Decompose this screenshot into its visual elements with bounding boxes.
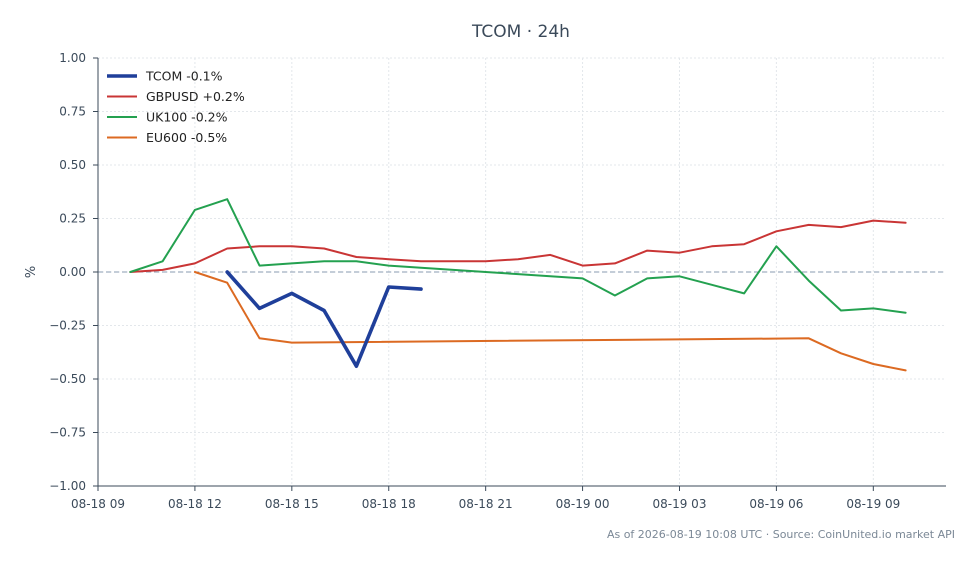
- legend: TCOM -0.1% GBPUSD +0.2% UK100 -0.2% EU600 -…: [107, 69, 245, 145]
- series-line-tcom: [225, 270, 423, 369]
- y-tick-label: −0.25: [49, 319, 86, 333]
- y-axis-label: %: [24, 266, 39, 278]
- legend-label-tcom: TCOM -0.1%: [145, 69, 223, 84]
- legend-label-eu600: EU600 -0.5%: [146, 130, 227, 145]
- x-axis-ticks: 08-18 09 08-18 12 08-18 15 08-18 18 08-18 21…: [71, 486, 900, 511]
- y-tick-label: −0.50: [49, 372, 86, 386]
- y-tick-label: 0.50: [59, 158, 86, 172]
- x-tick-label: 08-18 21: [459, 497, 513, 511]
- legend-label-uk100: UK100 -0.2%: [146, 110, 228, 125]
- x-tick-label: 08-18 12: [168, 497, 222, 511]
- y-tick-label: 0.00: [59, 265, 86, 279]
- y-tick-label: 0.75: [59, 105, 86, 119]
- x-tick-label: 08-19 06: [749, 497, 803, 511]
- footer-note: As of 2026-08-19 10:08 UTC · Source: Coi…: [607, 528, 955, 541]
- y-tick-label: 1.00: [59, 51, 86, 65]
- x-tick-label: 08-18 18: [362, 497, 416, 511]
- y-axis-ticks: 1.00 0.75 0.50 0.25 0.00 −0.25 −0.50 −0.75 −1.00: [49, 51, 98, 493]
- x-tick-label: 08-18 09: [71, 497, 125, 511]
- x-tick-label: 08-19 09: [846, 497, 900, 511]
- y-tick-label: −1.00: [49, 479, 86, 493]
- x-tick-label: 08-18 15: [265, 497, 319, 511]
- chart-title: TCOM · 24h: [471, 22, 570, 42]
- x-tick-label: 08-19 03: [653, 497, 707, 511]
- legend-label-gbpusd: GBPUSD +0.2%: [146, 89, 245, 104]
- series-layer: [129, 198, 907, 372]
- series-line-gbpusd: [129, 219, 907, 273]
- y-tick-label: −0.75: [49, 426, 86, 440]
- x-tick-label: 08-19 00: [556, 497, 610, 511]
- series-line-eu600: [193, 271, 907, 372]
- series-line-uk100: [129, 198, 907, 314]
- y-tick-label: 0.25: [59, 212, 86, 226]
